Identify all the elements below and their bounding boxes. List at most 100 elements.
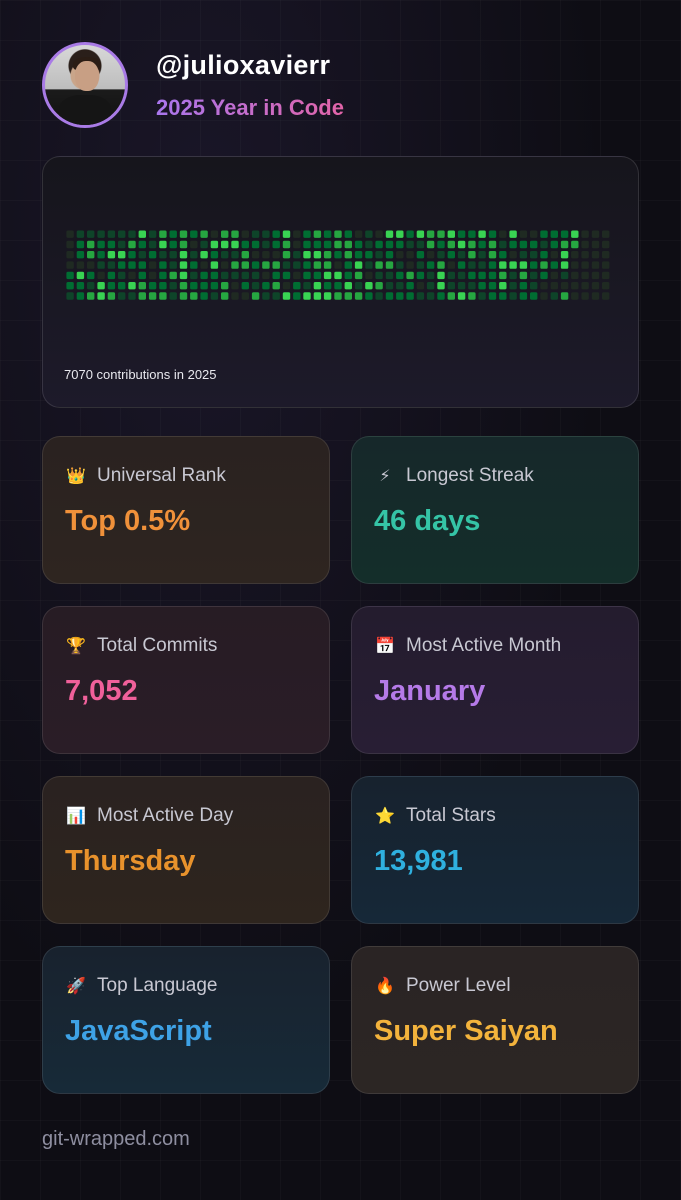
contribution-cell (519, 230, 528, 238)
profile-header: @julioxavierr 2025 Year in Code (42, 42, 344, 128)
contribution-cell (334, 251, 342, 259)
contribution-cell (468, 251, 476, 259)
contribution-cell (303, 292, 311, 300)
contribution-cell (76, 292, 85, 300)
contribution-cell (581, 292, 589, 300)
contribution-cell (66, 261, 74, 269)
contribution-cell (571, 251, 579, 259)
contribution-cell (406, 282, 414, 290)
contribution-cell (478, 292, 486, 300)
contribution-cell (581, 261, 589, 269)
contribution-cell (468, 230, 476, 238)
contribution-cell (76, 261, 85, 269)
contribution-cell (148, 240, 157, 249)
contribution-cell (509, 261, 517, 269)
contribution-cell (128, 251, 136, 259)
stat-title: 🔥 Power Level (374, 975, 511, 997)
contribution-cell (499, 271, 507, 280)
calendar-icon: 📅 (375, 638, 395, 655)
contribution-cell (169, 261, 177, 269)
contribution-cell (200, 240, 208, 249)
contribution-cell (303, 240, 311, 249)
contribution-cell (210, 230, 219, 238)
contribution-cell (190, 292, 198, 300)
contribution-cell (540, 251, 548, 259)
contribution-cell (169, 251, 177, 259)
contribution-cell (190, 230, 198, 238)
stat-value: JavaScript (65, 1015, 212, 1047)
contribution-cell (303, 271, 311, 280)
stat-card-most-active-month: 📅 Most Active Month January (351, 606, 639, 754)
contribution-cell (138, 271, 146, 280)
footer-site-link[interactable]: git-wrapped.com (42, 1128, 190, 1150)
stat-title: 📊 Most Active Day (65, 805, 233, 827)
contribution-cell (540, 271, 548, 280)
contribution-cell (169, 230, 177, 238)
contribution-cell (519, 261, 528, 269)
contribution-cell (118, 251, 126, 259)
contribution-cell (344, 282, 352, 290)
username[interactable]: @julioxavierr (156, 49, 331, 80)
contribution-cell (560, 261, 569, 269)
contribution-cell (602, 271, 610, 280)
contribution-cell (457, 230, 466, 238)
stat-value: Super Saiyan (374, 1015, 558, 1047)
contribution-cell (313, 271, 322, 280)
contribution-cell (272, 282, 280, 290)
contribution-cell (365, 240, 373, 249)
contribution-cell (457, 261, 466, 269)
contribution-card: 7070 contributions in 2025 (42, 156, 639, 408)
contribution-cell (200, 282, 208, 290)
contribution-cell (437, 282, 445, 290)
contribution-cell (200, 261, 208, 269)
contribution-cell (148, 261, 157, 269)
contribution-cell (262, 292, 270, 300)
contribution-cell (499, 261, 507, 269)
avatar[interactable] (42, 42, 128, 128)
contribution-cell (313, 292, 322, 300)
contribution-cell (519, 271, 528, 280)
contribution-cell (262, 261, 270, 269)
contribution-cell (354, 271, 363, 280)
contribution-cell (251, 292, 260, 300)
contribution-cell (499, 282, 507, 290)
contribution-cell (488, 271, 497, 280)
star-icon: ⭐ (375, 808, 395, 825)
contribution-cell (457, 251, 466, 259)
contribution-cell (365, 230, 373, 238)
contribution-cell (540, 261, 548, 269)
contribution-cell (66, 240, 74, 249)
contribution-cell (210, 261, 219, 269)
contribution-cell (581, 282, 589, 290)
contribution-cell (406, 271, 414, 280)
stat-title: ⭐ Total Stars (374, 805, 496, 827)
contribution-cell (375, 230, 383, 238)
contribution-cell (138, 282, 146, 290)
stat-label: Total Stars (406, 805, 496, 826)
contribution-cell (365, 271, 373, 280)
stat-label: Most Active Month (406, 635, 562, 656)
contribution-cell (560, 292, 569, 300)
contribution-cell (468, 292, 476, 300)
contribution-cell (602, 230, 610, 238)
contribution-cell (159, 240, 167, 249)
contribution-cell (602, 292, 610, 300)
contribution-cell (87, 271, 95, 280)
contribution-cell (571, 271, 579, 280)
contribution-cell (272, 251, 280, 259)
contribution-cell (437, 251, 445, 259)
contribution-grid (66, 230, 610, 300)
contribution-cell (241, 251, 249, 259)
contribution-cell (76, 251, 85, 259)
contribution-cell (591, 261, 600, 269)
contribution-cell (385, 292, 394, 300)
contribution-cell (478, 261, 486, 269)
contribution-cell (488, 261, 497, 269)
contribution-cell (323, 261, 332, 269)
contribution-cell (97, 251, 105, 259)
contribution-cell (293, 230, 301, 238)
contribution-cell (159, 230, 167, 238)
contribution-cell (426, 230, 435, 238)
contribution-cell (550, 230, 558, 238)
contribution-cell (221, 251, 229, 259)
